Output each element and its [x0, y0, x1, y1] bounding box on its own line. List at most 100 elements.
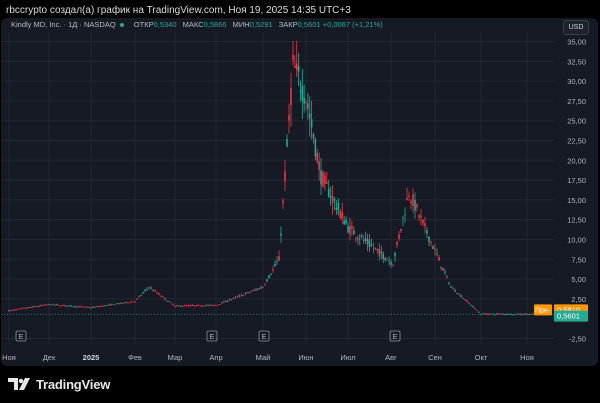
candle-body: [248, 292, 251, 294]
candle-body: [211, 304, 213, 306]
y-axis-tick-label: 2,50: [571, 295, 586, 304]
candle-body: [331, 196, 334, 204]
candle-body: [343, 220, 345, 225]
x-axis-tick-label: 2025: [83, 353, 100, 362]
x-axis-tick-label: Ноя: [520, 353, 534, 362]
candle-body: [178, 305, 180, 307]
candle-body: [72, 306, 74, 308]
candle-body: [246, 292, 249, 294]
earnings-marker-icon[interactable]: [15, 330, 27, 342]
candle-body: [197, 305, 200, 306]
x-axis-tick-label: Июн: [298, 353, 313, 362]
candle-body: [286, 139, 288, 147]
earnings-marker-icon[interactable]: [389, 330, 401, 342]
candle-body: [164, 298, 166, 300]
candle-body: [400, 228, 402, 231]
candle-body: [187, 305, 190, 307]
candle-body: [254, 289, 256, 291]
candle-body: [278, 255, 280, 261]
earnings-marker-icon[interactable]: [206, 330, 218, 342]
candle-body: [58, 304, 60, 306]
candle-body: [205, 305, 208, 306]
candle-body: [176, 305, 178, 307]
candle-body: [458, 293, 460, 295]
candle-body: [382, 253, 385, 259]
candle-body: [260, 287, 262, 289]
candle-body: [327, 189, 330, 197]
candle-body: [252, 290, 255, 291]
candle-body: [388, 260, 390, 262]
candle-body: [96, 306, 98, 307]
candle-body: [470, 304, 472, 306]
candle-body: [440, 266, 442, 268]
candle-body: [424, 223, 426, 227]
candle-body: [10, 310, 12, 311]
candle-body: [488, 313, 490, 315]
y-axis-tick-label: 15,00: [567, 196, 586, 205]
candle-body: [398, 234, 400, 239]
candle-body: [102, 305, 104, 307]
candle-body: [462, 298, 464, 299]
x-axis-tick-label: Авг: [385, 353, 397, 362]
candle-body: [329, 195, 332, 198]
candle-body: [223, 301, 225, 303]
candle-body: [522, 314, 524, 316]
candle-body: [292, 54, 294, 60]
y-axis-tick-label: -2,50: [569, 334, 586, 343]
candle-body: [234, 297, 237, 298]
candle-body: [297, 66, 300, 72]
earnings-marker-icon[interactable]: [258, 330, 270, 342]
x-axis-tick-label: Окт: [475, 353, 488, 362]
open-value: 0,5340: [153, 20, 177, 29]
x-axis-tick-label: Дек: [43, 353, 56, 362]
candle-body: [150, 287, 152, 289]
candle-body: [52, 304, 54, 306]
candle-body: [20, 308, 22, 310]
earnings-marker-label: E: [210, 334, 215, 341]
candle-body: [476, 310, 478, 312]
candle-body: [48, 303, 50, 305]
candle-body: [134, 301, 136, 303]
candle-body: [272, 269, 274, 270]
candle-body: [280, 233, 282, 236]
close-label: ЗАКР: [278, 20, 298, 29]
candle-body: [256, 289, 258, 290]
candle-body: [268, 275, 270, 278]
price-chart[interactable]: 35,00 32,50 30,00 27,50 25,00 22,50 20,00 17,50…: [1, 18, 598, 366]
candle-body: [422, 219, 424, 224]
candle-body: [76, 306, 78, 308]
candle-body: [468, 303, 470, 304]
y-axis-tick-label: 12,50: [567, 216, 586, 225]
candle-body: [92, 306, 94, 308]
last-price-value: 0,5601: [557, 312, 580, 321]
high-label: МАКС: [182, 20, 204, 29]
candle-body: [110, 304, 112, 306]
candle-body: [366, 238, 369, 245]
candle-body: [353, 230, 355, 235]
candle-body: [8, 310, 10, 312]
candle-body: [362, 239, 365, 241]
candle-body: [478, 311, 480, 313]
candle-body: [428, 236, 430, 242]
candle-body: [372, 247, 375, 249]
candle-body: [370, 244, 373, 246]
candle-body: [12, 309, 14, 311]
chart-panel[interactable]: Kindly MD, Inc. · 1Д · NASDAQ ОТКР0,5340…: [1, 18, 598, 366]
candle-body: [50, 304, 52, 306]
publish-caption: rbccrypto создал(а) график на TradingVie…: [6, 5, 351, 16]
candle-body: [358, 239, 361, 241]
earnings-marker-label: E: [262, 334, 267, 341]
earnings-marker-label: E: [393, 334, 398, 341]
candle-body: [303, 97, 305, 104]
symbol-name[interactable]: Kindly MD, Inc. · 1Д · NASDAQ: [11, 20, 116, 29]
candle-body: [213, 305, 215, 306]
currency-button[interactable]: USD: [563, 20, 589, 35]
candle-body: [482, 313, 484, 315]
candle-body: [230, 299, 233, 300]
candle-body: [436, 253, 438, 255]
candle-body: [132, 301, 134, 303]
candle-body: [106, 305, 108, 306]
candle-body: [337, 202, 340, 210]
candle-body: [152, 290, 154, 292]
candle-body: [262, 287, 264, 289]
